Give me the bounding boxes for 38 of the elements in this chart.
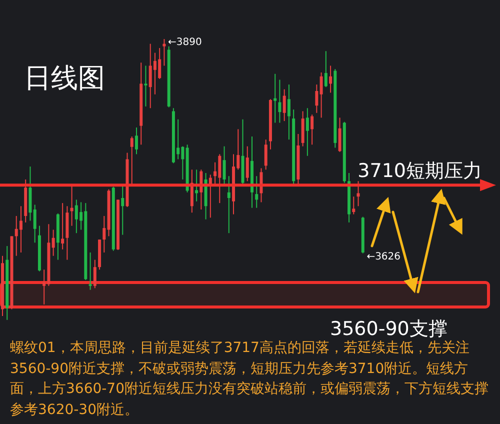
candlestick: [356, 180, 360, 207]
candlestick: [144, 65, 148, 107]
candlestick: [134, 127, 138, 155]
candlestick: [329, 65, 332, 94]
ref-line-label: 3710短期压力: [358, 160, 482, 182]
candlestick: [130, 136, 134, 185]
candlestick: [282, 88, 286, 122]
text: 螺纹01，本周思路，目前是延续了3717高点的回落，若延续走低，先关注3560-90附近支撑，不破或弱势震荡，短期压力先参考3710附近。短线方面，上方3660-70附近短线压力没有突破站稳前，或偏弱震荡，下方短线支撑参考3620-30附近。: [10, 339, 490, 420]
candlestick: [324, 50, 328, 88]
candlestick: [310, 114, 314, 146]
candlestick: [246, 146, 249, 182]
candlestick: [102, 215, 106, 253]
candlestick: [274, 73, 277, 124]
candlestick: [352, 196, 356, 215]
candlestick: [287, 84, 290, 140]
candlestick: [320, 72, 323, 118]
candlestick: [195, 169, 198, 202]
candlestick: [306, 108, 309, 156]
candlestick: [52, 229, 55, 256]
candlestick: [222, 146, 226, 186]
candlestick: [255, 176, 258, 208]
candlestick: [338, 117, 342, 152]
candlestick: [315, 84, 318, 114]
candlestick: [70, 185, 74, 226]
text: 日线图: [24, 62, 105, 96]
candlestick: [61, 202, 64, 250]
candlestick: [121, 185, 124, 236]
candlestick: [19, 206, 22, 253]
band-label: 3560-90支撑: [330, 318, 448, 340]
candlestick: [227, 176, 230, 234]
candlestick: [88, 252, 92, 290]
annotation: ←3890: [168, 37, 202, 48]
candlestick: [264, 139, 268, 170]
candlestick: [93, 259, 96, 289]
candlestick: [162, 38, 166, 66]
candlestick: [33, 204, 36, 244]
candlestick: [278, 79, 282, 124]
text: ←3626: [366, 251, 401, 262]
